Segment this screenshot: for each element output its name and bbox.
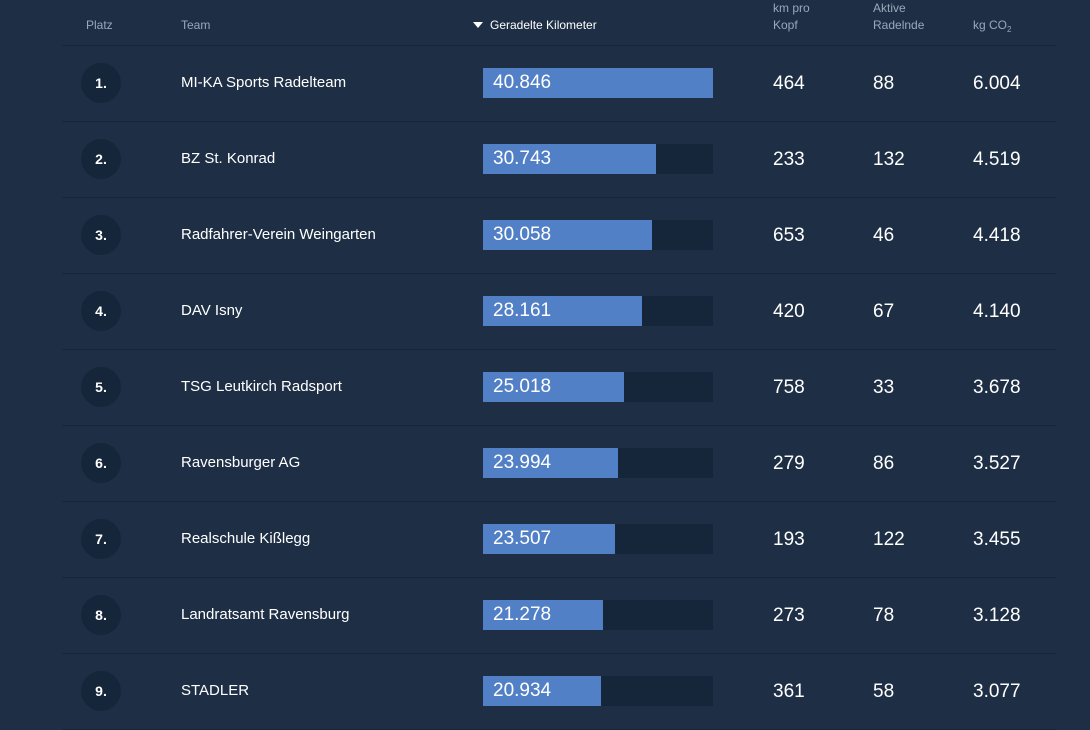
- active-riders-value: 132: [873, 149, 905, 170]
- km-bar: 21.278: [483, 600, 713, 630]
- sort-descending-icon: [473, 21, 483, 28]
- team-name: TSG Leutkirch Radsport: [181, 378, 342, 395]
- active-riders-value: 86: [873, 453, 895, 474]
- rank-badge: 8.: [81, 595, 121, 635]
- table-row[interactable]: 1. MI-KA Sports Radelteam 40.846 464 88 6.004: [62, 46, 1056, 122]
- table-row[interactable]: 9. STADLER 20.934 361 58 3.077: [62, 654, 1056, 730]
- co2-value: 3.128: [973, 605, 1021, 626]
- table-row[interactable]: 7. Realschule Kißlegg 23.507 193 122 3.455: [62, 502, 1056, 578]
- active-riders-value: 78: [873, 605, 895, 626]
- km-bar: 30.743: [483, 144, 713, 174]
- header-km[interactable]: Geradelte Kilometer: [473, 17, 597, 34]
- km-value: 23.994: [493, 452, 552, 473]
- rank-badge: 6.: [81, 443, 121, 483]
- km-bar-fill: [483, 448, 618, 478]
- km-bar: 25.018: [483, 372, 713, 402]
- table-body: 1. MI-KA Sports Radelteam 40.846 464 88 6.004…: [62, 46, 1056, 730]
- km-bar: 30.058: [483, 220, 713, 250]
- team-name: BZ St. Konrad: [181, 150, 276, 167]
- km-per-head-value: 361: [773, 681, 805, 702]
- km-bar-fill: [483, 676, 601, 706]
- km-per-head-value: 758: [773, 377, 805, 398]
- team-name: DAV Isny: [181, 302, 243, 319]
- km-value: 25.018: [493, 376, 552, 397]
- km-bar-fill: [483, 220, 652, 250]
- header-active-line2: Radelnde: [873, 18, 925, 32]
- co2-value: 3.527: [973, 453, 1021, 474]
- active-riders-value: 88: [873, 73, 895, 94]
- km-per-head-value: 233: [773, 149, 805, 170]
- km-per-head-value: 420: [773, 301, 805, 322]
- rank-badge: 4.: [81, 291, 121, 331]
- team-name: STADLER: [181, 682, 250, 699]
- km-bar-fill: [483, 372, 624, 402]
- rank-badge: 5.: [81, 367, 121, 407]
- active-riders-value: 122: [873, 529, 905, 550]
- km-per-head-value: 279: [773, 453, 805, 474]
- rank-badge: 1.: [81, 63, 121, 103]
- km-bar: 40.846: [483, 68, 713, 98]
- ranking-table: Platz Team Geradelte Kilometer km pro Ko…: [62, 0, 1056, 730]
- co2-value: 4.418: [973, 225, 1021, 246]
- header-km-per-head[interactable]: km pro Kopf: [773, 0, 810, 34]
- header-team[interactable]: Team: [181, 18, 211, 32]
- km-value: 21.278: [493, 604, 552, 625]
- km-bar-fill: [483, 68, 713, 98]
- header-co2[interactable]: kg CO2: [973, 17, 1011, 35]
- header-co2-subscript: 2: [1007, 25, 1012, 34]
- co2-value: 3.678: [973, 377, 1021, 398]
- table-row[interactable]: 6. Ravensburger AG 23.994 279 86 3.527: [62, 426, 1056, 502]
- active-riders-value: 67: [873, 301, 895, 322]
- co2-value: 3.077: [973, 681, 1021, 702]
- team-name: Landratsamt Ravensburg: [181, 606, 350, 623]
- header-km-label: Geradelte Kilometer: [490, 18, 597, 32]
- km-value: 40.846: [493, 72, 552, 93]
- km-value: 30.058: [493, 224, 552, 245]
- co2-value: 4.519: [973, 149, 1021, 170]
- rank-badge: 3.: [81, 215, 121, 255]
- km-per-head-value: 273: [773, 605, 805, 626]
- rank-badge: 9.: [81, 671, 121, 711]
- rank-badge: 2.: [81, 139, 121, 179]
- table-row[interactable]: 5. TSG Leutkirch Radsport 25.018 758 33 3.678: [62, 350, 1056, 426]
- km-value: 20.934: [493, 680, 552, 701]
- km-bar: 23.994: [483, 448, 713, 478]
- km-per-head-value: 464: [773, 73, 805, 94]
- km-value: 28.161: [493, 300, 552, 321]
- header-km-per-head-line1: km pro: [773, 1, 810, 15]
- active-riders-value: 58: [873, 681, 895, 702]
- header-active[interactable]: Aktive Radelnde: [873, 0, 924, 34]
- active-riders-value: 46: [873, 225, 895, 246]
- team-name: MI-KA Sports Radelteam: [181, 74, 347, 91]
- km-value: 23.507: [493, 528, 552, 549]
- header-rank[interactable]: Platz: [86, 18, 113, 32]
- header-km-per-head-line2: Kopf: [773, 18, 798, 32]
- header-active-line1: Aktive: [873, 1, 906, 15]
- km-bar: 28.161: [483, 296, 713, 326]
- km-per-head-value: 653: [773, 225, 805, 246]
- km-bar-fill: [483, 524, 615, 554]
- table-row[interactable]: 3. Radfahrer-Verein Weingarten 30.058 653 46…: [62, 198, 1056, 274]
- header-co2-prefix: kg CO: [973, 18, 1008, 32]
- km-per-head-value: 193: [773, 529, 805, 550]
- table-header: Platz Team Geradelte Kilometer km pro Ko…: [62, 0, 1056, 46]
- table-row[interactable]: 8. Landratsamt Ravensburg 21.278 273 78 3.128: [62, 578, 1056, 654]
- team-name: Realschule Kißlegg: [181, 530, 311, 547]
- co2-value: 4.140: [973, 301, 1021, 322]
- table-row[interactable]: 4. DAV Isny 28.161 420 67 4.140: [62, 274, 1056, 350]
- km-bar-fill: [483, 600, 603, 630]
- active-riders-value: 33: [873, 377, 895, 398]
- team-name: Radfahrer-Verein Weingarten: [181, 226, 376, 243]
- km-bar-fill: [483, 144, 656, 174]
- co2-value: 6.004: [973, 73, 1021, 94]
- team-name: Ravensburger AG: [181, 454, 301, 471]
- rank-badge: 7.: [81, 519, 121, 559]
- km-bar: 20.934: [483, 676, 713, 706]
- km-bar: 23.507: [483, 524, 713, 554]
- table-row[interactable]: 2. BZ St. Konrad 30.743 233 132 4.519: [62, 122, 1056, 198]
- km-bar-fill: [483, 296, 642, 326]
- co2-value: 3.455: [973, 529, 1021, 550]
- km-value: 30.743: [493, 148, 552, 169]
